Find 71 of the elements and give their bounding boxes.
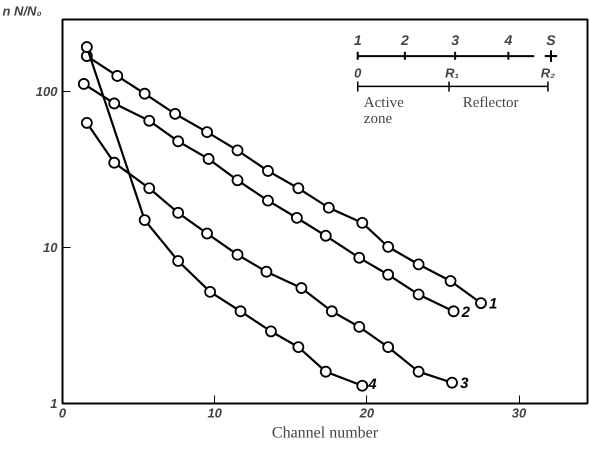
series-label: 3 bbox=[460, 375, 470, 392]
y-tick-label: 1 bbox=[50, 396, 58, 411]
point bbox=[353, 252, 366, 264]
annotation: 2 bbox=[400, 32, 409, 48]
point bbox=[353, 320, 366, 333]
point bbox=[138, 88, 151, 100]
annotation: 1 bbox=[354, 32, 362, 48]
point bbox=[475, 297, 487, 310]
point bbox=[322, 202, 335, 214]
point bbox=[260, 266, 272, 278]
point bbox=[382, 240, 394, 253]
point bbox=[111, 70, 124, 82]
point bbox=[204, 286, 216, 298]
point bbox=[80, 41, 93, 53]
point bbox=[290, 212, 303, 224]
point bbox=[232, 144, 244, 156]
point bbox=[412, 288, 424, 300]
point bbox=[108, 156, 120, 169]
x-tick-label: 0 bbox=[58, 406, 67, 420]
series-label: 2 bbox=[460, 304, 471, 321]
point bbox=[448, 305, 460, 318]
point bbox=[172, 255, 184, 267]
point bbox=[412, 258, 424, 270]
point bbox=[201, 126, 213, 138]
annotation: Reflector bbox=[462, 95, 519, 112]
point bbox=[232, 248, 244, 261]
annotation: R₁ bbox=[445, 65, 460, 80]
point bbox=[202, 153, 214, 165]
x-tick-label: 10 bbox=[207, 406, 223, 420]
annotation: 0 bbox=[354, 65, 362, 80]
point bbox=[292, 182, 304, 194]
point bbox=[356, 216, 368, 229]
series-label: 1 bbox=[488, 296, 498, 313]
point bbox=[232, 174, 244, 186]
point bbox=[108, 98, 120, 110]
point bbox=[138, 214, 151, 226]
point bbox=[356, 380, 368, 392]
point bbox=[262, 194, 274, 206]
point bbox=[143, 114, 156, 127]
point bbox=[296, 282, 308, 294]
point bbox=[234, 305, 246, 318]
point bbox=[169, 108, 182, 120]
point bbox=[444, 275, 456, 287]
point bbox=[382, 341, 394, 353]
point bbox=[78, 78, 90, 90]
point bbox=[201, 228, 213, 240]
point bbox=[326, 305, 338, 318]
point bbox=[80, 117, 93, 129]
point bbox=[446, 376, 458, 389]
x-tick-label: 30 bbox=[512, 406, 528, 420]
point bbox=[265, 326, 277, 338]
annotation: 3 bbox=[451, 32, 460, 48]
y-axis-title: n N/N₀ bbox=[2, 4, 42, 18]
series-label: 4 bbox=[367, 376, 378, 394]
point bbox=[172, 206, 184, 219]
y-tick-label: 10 bbox=[43, 240, 58, 256]
point bbox=[320, 230, 332, 242]
x-tick-label: 20 bbox=[358, 406, 375, 420]
point bbox=[382, 268, 394, 281]
point bbox=[143, 182, 156, 194]
point bbox=[412, 366, 424, 378]
annotation: R₂ bbox=[540, 65, 556, 80]
annotation: Active zone bbox=[364, 95, 404, 128]
point bbox=[262, 165, 274, 177]
y-tick-label: 100 bbox=[36, 84, 58, 100]
point bbox=[320, 366, 332, 378]
annotation: S bbox=[546, 32, 556, 48]
annotation: 4 bbox=[503, 32, 512, 48]
point bbox=[172, 135, 184, 148]
point bbox=[292, 341, 304, 353]
x-axis-title: Channel number bbox=[272, 424, 379, 442]
